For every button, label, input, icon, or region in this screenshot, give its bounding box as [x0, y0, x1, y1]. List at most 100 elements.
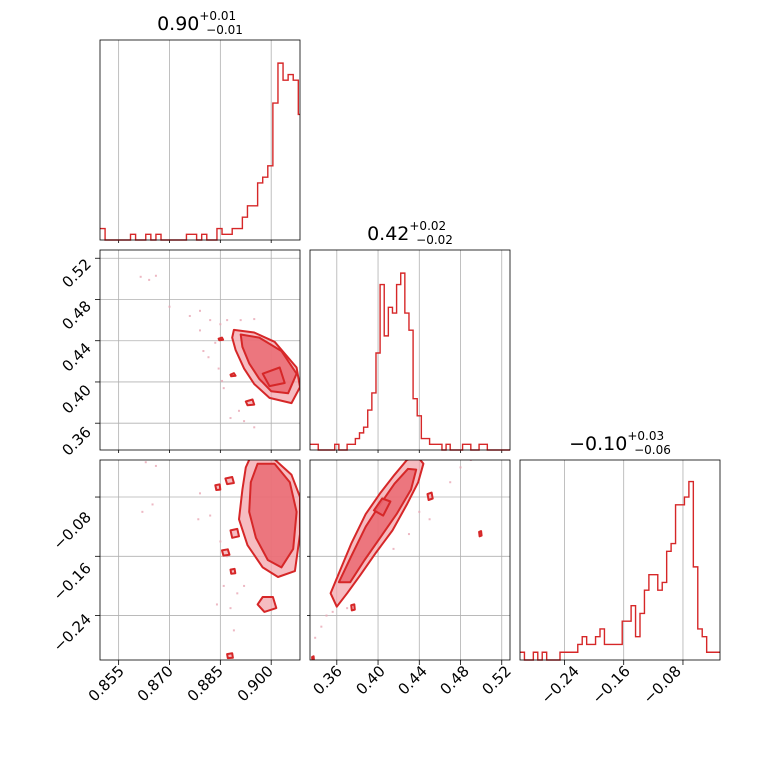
histogram-step-line	[520, 480, 720, 661]
sample-point	[243, 584, 246, 587]
sample-point	[222, 387, 225, 390]
sample-point	[392, 547, 395, 550]
sample-point	[217, 367, 220, 370]
x-tick-label: 0.40	[352, 662, 388, 698]
histogram-step-line	[100, 62, 300, 241]
panel-frame	[309, 459, 511, 661]
contour-level-2	[261, 366, 286, 388]
contour-level-2	[248, 462, 298, 569]
sample-point	[151, 503, 154, 506]
title-1-value: 0.90	[157, 13, 199, 35]
x-tick-label: 0.900	[234, 662, 277, 705]
y-tick-label: 0.44	[58, 339, 94, 375]
sample-point	[236, 592, 239, 595]
panel-frame	[99, 459, 301, 661]
y-tick-label: 0.40	[58, 381, 94, 417]
contour-level-1	[478, 530, 483, 538]
x-tick-label: −0.16	[589, 662, 634, 707]
contour-level-1	[214, 483, 222, 491]
histogram-step-line	[310, 272, 510, 451]
contour-level-1	[221, 548, 231, 557]
panel-frame	[99, 39, 301, 241]
x-tick-label: 0.855	[85, 662, 128, 705]
title-param-1: 0.90+0.01 −0.01	[157, 9, 243, 37]
sample-point	[202, 350, 205, 353]
y-tick-label: 0.36	[58, 423, 94, 459]
contour-level-1	[224, 476, 235, 486]
sample-point	[154, 464, 157, 467]
contour-level-1	[350, 603, 356, 612]
title-1-plus: +0.01	[199, 9, 236, 23]
sample-point	[154, 274, 157, 277]
panel-frame	[309, 249, 511, 451]
sample-point	[331, 610, 334, 613]
y-tick-label: −0.08	[50, 508, 95, 553]
density-layer	[311, 460, 483, 660]
title-2-minus: −0.02	[416, 233, 453, 247]
contour-level-1	[311, 655, 315, 660]
panel-hist-param-1	[99, 39, 301, 243]
sample-point	[229, 607, 232, 610]
x-tick-label: 0.885	[184, 662, 227, 705]
contour-level-2	[372, 497, 392, 517]
sample-point	[226, 555, 229, 558]
sample-point	[469, 460, 472, 461]
sample-point	[237, 409, 240, 412]
x-tick-label: 0.52	[478, 662, 514, 698]
y-tick-label: −0.16	[50, 559, 95, 604]
x-tick-label: −0.08	[640, 662, 685, 707]
title-2-plus: +0.02	[409, 219, 446, 233]
sample-point	[207, 356, 210, 359]
sample-point	[209, 514, 212, 517]
sample-point	[139, 275, 142, 278]
sample-point	[418, 510, 421, 513]
sample-point	[199, 329, 201, 332]
panel-scatter-param-1-vs-3	[95, 441, 301, 665]
contour-level-1	[217, 336, 225, 342]
sample-point	[141, 510, 144, 513]
sample-point	[199, 309, 201, 312]
title-3-plus: +0.03	[627, 429, 664, 443]
sample-point	[229, 417, 232, 420]
density-layer	[141, 441, 300, 660]
x-tick-label: 0.44	[394, 662, 430, 698]
sample-point	[243, 420, 246, 423]
sample-point	[239, 319, 242, 322]
y-tick-label: 0.48	[58, 297, 94, 333]
contour-level-1	[229, 372, 237, 378]
sample-point	[144, 461, 147, 464]
contour-level-1	[239, 441, 245, 447]
sample-point	[325, 614, 328, 617]
panel-scatter-param-2-vs-3	[307, 459, 511, 665]
x-tick-label: 0.870	[134, 662, 177, 705]
title-param-3: −0.10+0.03 −0.06	[569, 429, 671, 457]
sample-point	[459, 466, 462, 469]
title-3-value: −0.10	[569, 433, 627, 455]
y-tick-label: 0.52	[58, 255, 94, 291]
panel-hist-param-3	[519, 459, 721, 665]
sample-point	[232, 629, 235, 632]
sample-point	[188, 314, 191, 317]
contour-level-2	[337, 467, 418, 584]
title-1-minus: −0.01	[206, 23, 243, 37]
x-tick-label: −0.24	[538, 662, 583, 707]
density-layer	[139, 274, 300, 429]
sample-point	[226, 319, 229, 322]
sample-point	[219, 323, 222, 326]
title-2-value: 0.42	[367, 223, 409, 245]
title-param-2: 0.42+0.02 −0.02	[367, 219, 453, 247]
sample-point	[148, 278, 151, 281]
contour-level-1	[229, 527, 240, 539]
sample-point	[253, 426, 256, 429]
contour-level-1	[426, 491, 434, 501]
sample-point	[214, 341, 217, 344]
panel-frame	[519, 459, 721, 661]
sample-point	[168, 305, 171, 308]
x-tick-label: 0.36	[309, 662, 345, 698]
sample-point	[449, 481, 452, 484]
sample-point	[320, 625, 323, 628]
x-tick-label: 0.48	[436, 662, 472, 698]
sample-point	[221, 379, 224, 382]
panel-hist-param-2	[309, 249, 511, 453]
